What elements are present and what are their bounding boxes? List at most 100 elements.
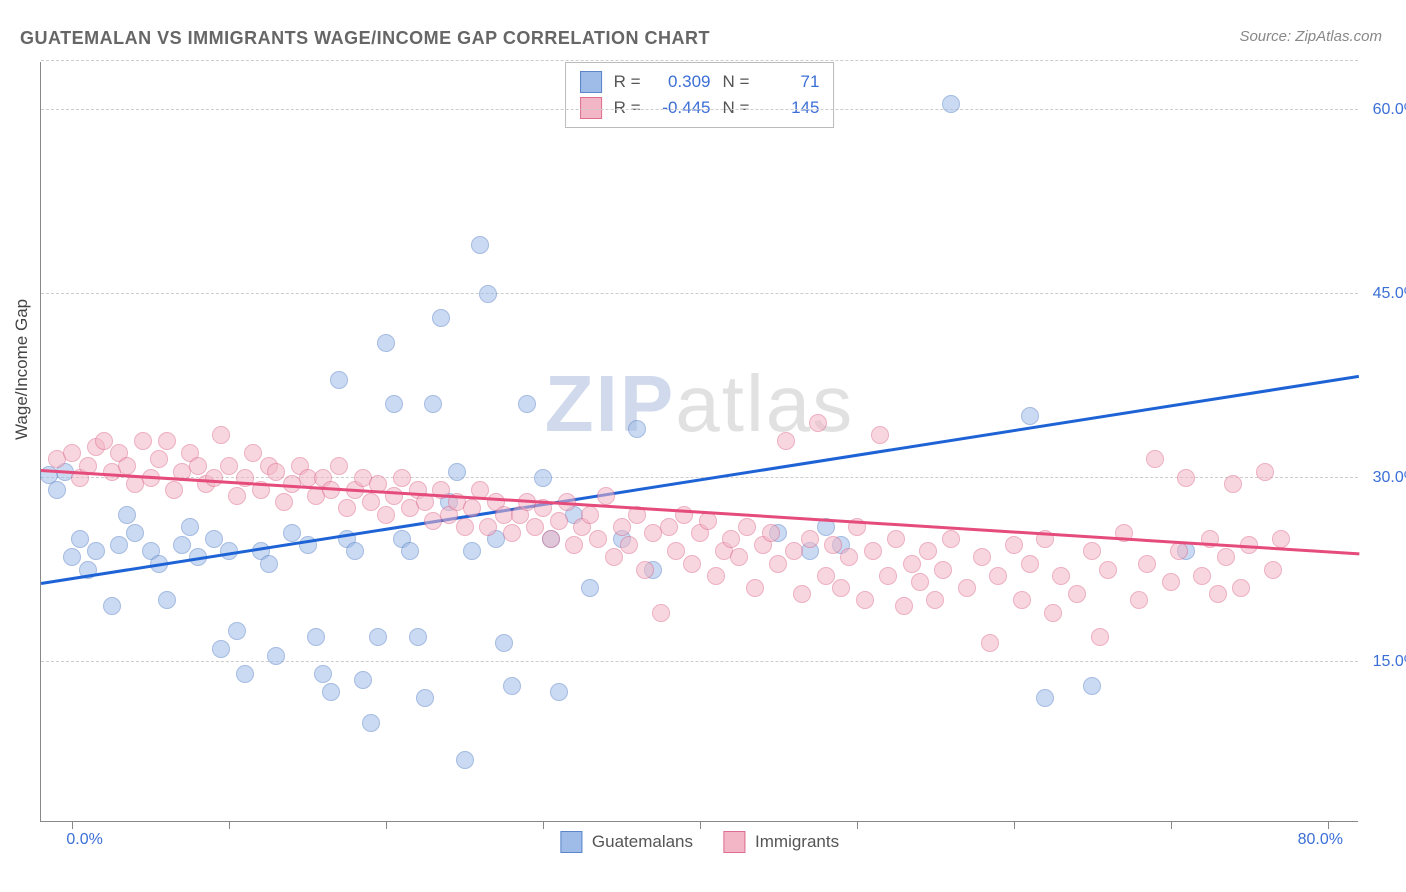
x-tick-label: 0.0% (66, 831, 102, 849)
scatter-point-guatemalans (71, 530, 89, 548)
scatter-point-guatemalans (503, 677, 521, 695)
scatter-point-immigrants (338, 499, 356, 517)
scatter-point-immigrants (942, 530, 960, 548)
stat-row-immigrants: R =-0.445N =145 (580, 95, 820, 121)
scatter-point-immigrants (150, 450, 168, 468)
scatter-point-immigrants (667, 542, 685, 560)
scatter-point-guatemalans (401, 542, 419, 560)
gridline-horizontal (41, 60, 1358, 61)
scatter-point-immigrants (205, 469, 223, 487)
legend-label-guatemalans: Guatemalans (592, 832, 693, 852)
gridline-horizontal (41, 661, 1358, 662)
scatter-point-immigrants (362, 493, 380, 511)
scatter-point-guatemalans (518, 395, 536, 413)
legend-swatch-immigrants (723, 831, 745, 853)
scatter-point-immigrants (817, 567, 835, 585)
scatter-point-immigrants (1217, 548, 1235, 566)
scatter-point-guatemalans (260, 555, 278, 573)
scatter-point-guatemalans (942, 95, 960, 113)
scatter-point-guatemalans (534, 469, 552, 487)
scatter-point-immigrants (1170, 542, 1188, 560)
scatter-point-immigrants (330, 457, 348, 475)
scatter-point-guatemalans (377, 334, 395, 352)
scatter-point-guatemalans (330, 371, 348, 389)
scatter-point-immigrants (581, 506, 599, 524)
x-tick-mark (1014, 821, 1015, 829)
scatter-point-guatemalans (550, 683, 568, 701)
scatter-point-immigrants (220, 457, 238, 475)
scatter-point-immigrants (911, 573, 929, 591)
scatter-point-guatemalans (432, 309, 450, 327)
scatter-point-immigrants (189, 457, 207, 475)
scatter-point-guatemalans (212, 640, 230, 658)
scatter-point-immigrants (864, 542, 882, 560)
series-legend: GuatemalansImmigrants (560, 831, 839, 853)
scatter-point-guatemalans (236, 665, 254, 683)
scatter-point-immigrants (597, 487, 615, 505)
scatter-point-immigrants (824, 536, 842, 554)
x-tick-mark (229, 821, 230, 829)
scatter-point-immigrants (699, 512, 717, 530)
scatter-point-immigrants (463, 499, 481, 517)
scatter-point-immigrants (1256, 463, 1274, 481)
scatter-point-immigrants (456, 518, 474, 536)
scatter-point-immigrants (636, 561, 654, 579)
scatter-point-immigrants (542, 530, 560, 548)
scatter-point-immigrants (785, 542, 803, 560)
scatter-point-immigrants (565, 536, 583, 554)
scatter-point-guatemalans (158, 591, 176, 609)
scatter-point-immigrants (722, 530, 740, 548)
x-tick-label: 80.0% (1298, 831, 1343, 849)
y-tick-label: 60.0% (1373, 101, 1406, 119)
stat-value-r-immigrants: -0.445 (653, 98, 711, 118)
x-tick-mark (857, 821, 858, 829)
stat-label-r: R = (614, 98, 641, 118)
scatter-point-immigrants (1162, 573, 1180, 591)
scatter-point-immigrants (95, 432, 113, 450)
scatter-point-immigrants (801, 530, 819, 548)
scatter-point-immigrants (503, 524, 521, 542)
scatter-point-guatemalans (110, 536, 128, 554)
scatter-point-immigrants (919, 542, 937, 560)
scatter-point-guatemalans (362, 714, 380, 732)
scatter-point-immigrants (903, 555, 921, 573)
scatter-point-immigrants (1130, 591, 1148, 609)
x-tick-mark (386, 821, 387, 829)
x-tick-mark (1328, 821, 1329, 829)
scatter-point-immigrants (1044, 604, 1062, 622)
scatter-point-guatemalans (456, 751, 474, 769)
legend-swatch-guatemalans (560, 831, 582, 853)
x-tick-mark (1171, 821, 1172, 829)
scatter-point-immigrants (1138, 555, 1156, 573)
scatter-point-immigrants (63, 444, 81, 462)
scatter-point-guatemalans (205, 530, 223, 548)
scatter-point-guatemalans (1021, 407, 1039, 425)
stat-value-n-immigrants: 145 (761, 98, 819, 118)
scatter-point-guatemalans (1036, 689, 1054, 707)
scatter-point-immigrants (809, 414, 827, 432)
scatter-point-immigrants (1013, 591, 1031, 609)
stat-value-n-guatemalans: 71 (761, 72, 819, 92)
scatter-point-guatemalans (346, 542, 364, 560)
scatter-point-immigrants (675, 506, 693, 524)
scatter-point-immigrants (620, 536, 638, 554)
scatter-point-immigrants (1146, 450, 1164, 468)
x-tick-mark (700, 821, 701, 829)
scatter-point-guatemalans (463, 542, 481, 560)
scatter-point-immigrants (989, 567, 1007, 585)
scatter-point-guatemalans (322, 683, 340, 701)
scatter-point-immigrants (926, 591, 944, 609)
scatter-point-immigrants (730, 548, 748, 566)
scatter-point-immigrants (1005, 536, 1023, 554)
watermark-atlas: atlas (675, 359, 854, 448)
y-tick-label: 30.0% (1373, 469, 1406, 487)
scatter-point-guatemalans (118, 506, 136, 524)
scatter-point-immigrants (762, 524, 780, 542)
scatter-point-immigrants (1021, 555, 1039, 573)
scatter-plot-area: ZIPatlas R =0.309N =71R =-0.445N =145 Gu… (40, 62, 1358, 822)
scatter-point-immigrants (1177, 469, 1195, 487)
scatter-point-immigrants (267, 463, 285, 481)
scatter-point-immigrants (526, 518, 544, 536)
scatter-point-immigrants (832, 579, 850, 597)
scatter-point-immigrants (479, 518, 497, 536)
